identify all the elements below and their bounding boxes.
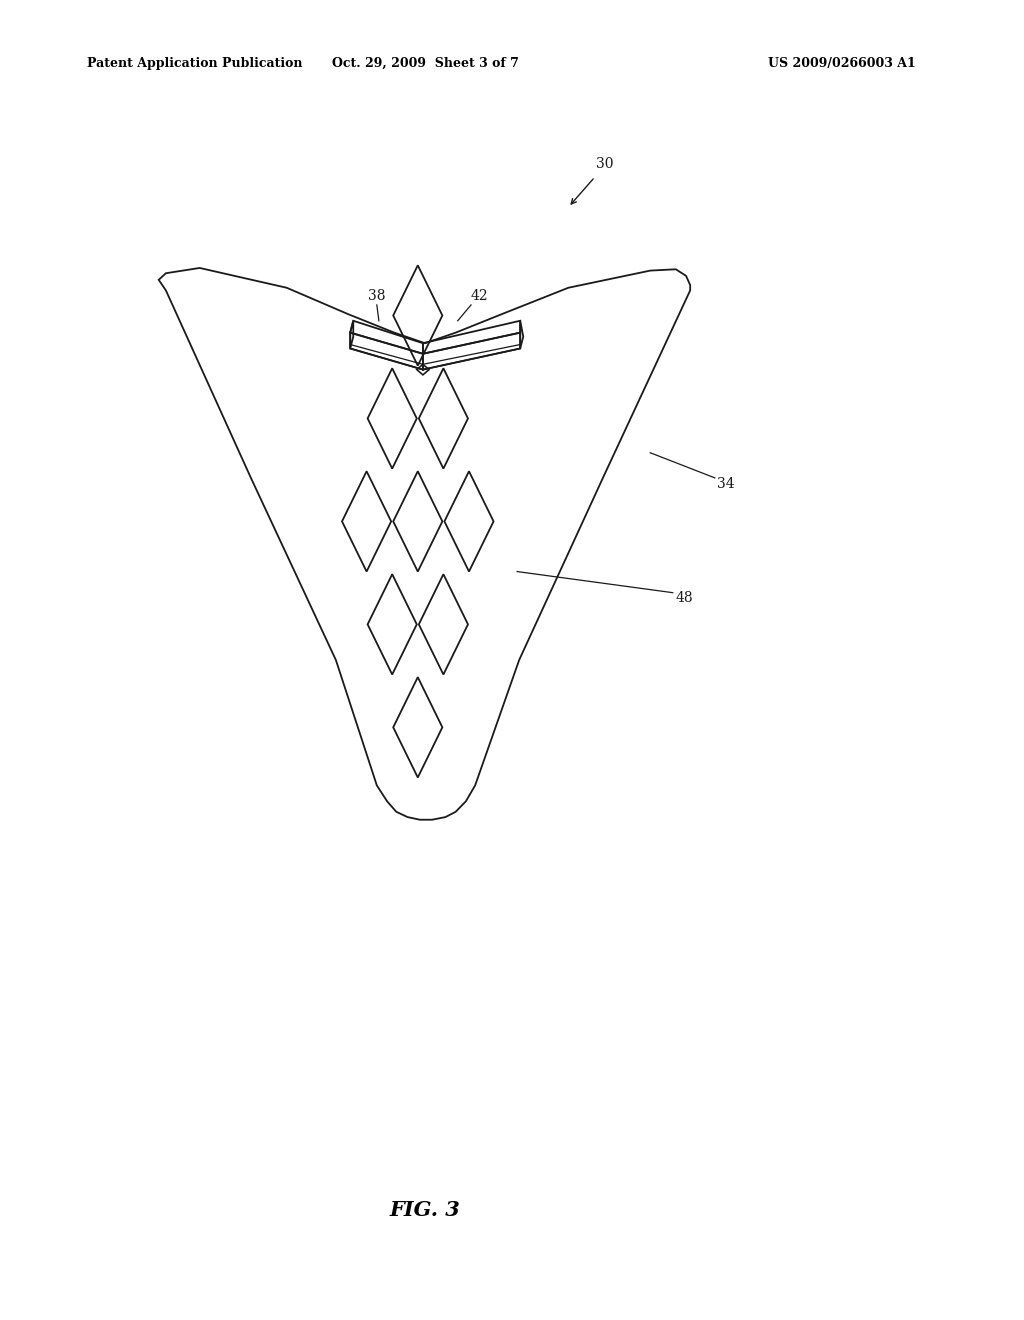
Text: Patent Application Publication: Patent Application Publication: [87, 57, 302, 70]
Text: 48: 48: [676, 591, 693, 605]
Text: 30: 30: [596, 157, 614, 170]
Text: 34: 34: [717, 478, 734, 491]
Text: Oct. 29, 2009  Sheet 3 of 7: Oct. 29, 2009 Sheet 3 of 7: [332, 57, 518, 70]
Text: FIG. 3: FIG. 3: [389, 1200, 461, 1221]
Text: 42: 42: [470, 289, 488, 302]
Text: 38: 38: [368, 289, 386, 302]
Text: US 2009/0266003 A1: US 2009/0266003 A1: [768, 57, 915, 70]
